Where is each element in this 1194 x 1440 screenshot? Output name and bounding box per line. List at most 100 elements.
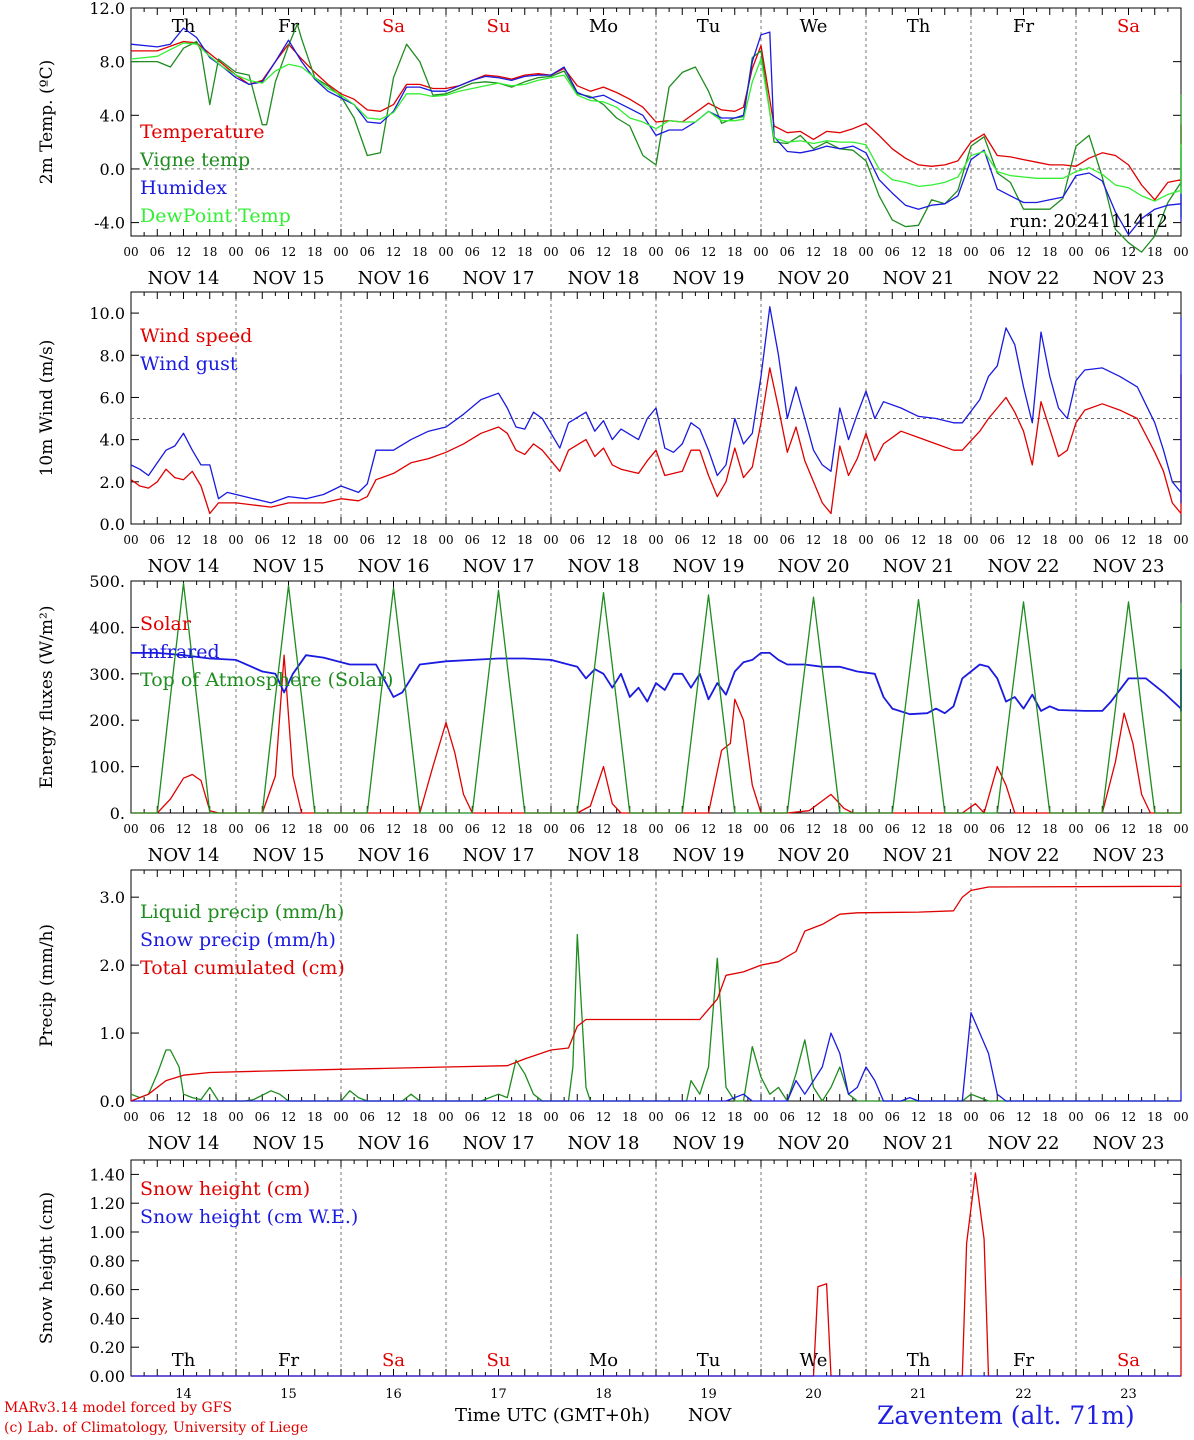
x-hour-label: 18 [727,1110,742,1124]
y-tick-label: 3.0 [100,888,125,907]
y-tick-label: 1.00 [89,1223,125,1242]
x-hour-label: 00 [963,1110,978,1124]
x-hour-label: 06 [255,245,270,259]
x-hour-label: 18 [1042,1110,1057,1124]
legend-entry: Humidex [140,177,227,199]
x-hour-label: 18 [832,533,847,547]
day-name-label: Fr [1013,1350,1034,1371]
x-hour-label: 12 [386,245,401,259]
x-hour-label: 00 [1173,822,1188,836]
x-hour-label: 06 [570,533,585,547]
x-hour-label: 06 [255,533,270,547]
x-hour-label: 18 [202,533,217,547]
x-day-number: 17 [490,1387,507,1402]
x-date-label: NOV 17 [463,845,535,866]
x-hour-label: 18 [202,245,217,259]
x-hour-label: 00 [1173,1110,1188,1124]
x-hour-label: 06 [255,1110,270,1124]
x-hour-label: 12 [281,822,296,836]
x-hour-label: 12 [596,822,611,836]
x-hour-label: 12 [1016,245,1031,259]
series-line-top-of-atmosphere-solar- [131,582,1182,814]
x-date-label: NOV 22 [988,268,1060,289]
y-tick-label: 400. [89,618,125,637]
day-name-label: Su [487,1350,511,1371]
series-line-wind-gust [130,306,1182,504]
x-hour-label: 00 [228,1110,243,1124]
series-line-humidex [130,27,1182,236]
x-hour-label: 18 [1147,533,1162,547]
x-date-label: NOV 22 [988,1133,1060,1154]
legend-entry: Wind gust [140,353,238,375]
x-hour-label: 00 [858,245,873,259]
y-tick-label: 0.00 [89,1367,125,1386]
y-axis-label: Snow height (cm) [37,1192,57,1344]
x-hour-label: 00 [543,1110,558,1124]
x-hour-label: 00 [543,533,558,547]
x-hour-label: 12 [386,822,401,836]
x-date-label: NOV 22 [988,845,1060,866]
x-date-label: NOV 20 [778,268,850,289]
x-hour-label: 18 [412,822,427,836]
x-hour-label: 00 [753,822,768,836]
x-hour-label: 12 [1121,822,1136,836]
x-hour-label: 00 [438,533,453,547]
day-name-label: Sa [1117,1350,1140,1371]
x-hour-label: 18 [832,822,847,836]
x-hour-label: 18 [517,1110,532,1124]
y-tick-label: 300. [89,665,125,684]
x-hour-label: 18 [307,822,322,836]
x-hour-label: 12 [806,245,821,259]
x-hour-label: 12 [701,533,716,547]
x-hour-label: 12 [176,245,191,259]
y-tick-label: 12.0 [89,0,125,18]
x-date-label: NOV 20 [778,1133,850,1154]
x-hour-label: 00 [753,1110,768,1124]
x-hour-label: 12 [1121,533,1136,547]
x-hour-label: 00 [438,822,453,836]
x-hour-label: 18 [937,1110,952,1124]
day-name-label: Tu [697,16,721,37]
x-date-label: NOV 18 [568,556,640,577]
x-hour-label: 12 [596,245,611,259]
x-hour-label: 12 [911,245,926,259]
y-tick-label: -4.0 [94,214,125,233]
x-hour-label: 18 [727,533,742,547]
x-hour-label: 06 [150,533,165,547]
y-tick-label: 0.0 [100,1092,125,1111]
x-hour-label: 00 [123,1110,138,1124]
x-hour-label: 12 [806,1110,821,1124]
day-name-label: We [800,16,828,37]
day-name-label: Mo [589,1350,618,1371]
x-hour-label: 06 [1095,533,1110,547]
y-axis-label: 10m Wind (m/s) [37,340,57,477]
x-hour-label: 06 [675,1110,690,1124]
x-date-label: NOV 16 [358,845,430,866]
x-day-number: 15 [280,1387,297,1402]
snow-height-panel: 1.40 1.20 1.00 0.80 0.60 0.40 0.20 0.00 Snow hei… [37,1159,1182,1402]
x-date-label: NOV 19 [673,556,745,577]
x-hour-label: 06 [1095,1110,1110,1124]
x-hour-label: 06 [675,822,690,836]
x-hour-label: 12 [491,822,506,836]
y-tick-label: 0.40 [89,1309,125,1328]
x-date-label: NOV 16 [358,1133,430,1154]
x-date-label: NOV 14 [148,1133,220,1154]
legend-entry: Solar [140,613,192,635]
x-hour-label: 00 [753,533,768,547]
day-name-label: Fr [1013,16,1034,37]
y-axis-label: Energy fluxes (W/m²) [37,606,57,789]
x-hour-label: 12 [491,1110,506,1124]
x-hour-label: 06 [990,245,1005,259]
x-hour-label: 06 [990,533,1005,547]
y-tick-label: 2.0 [100,473,125,492]
x-hour-label: 06 [780,245,795,259]
x-hour-label: 00 [648,822,663,836]
series-line-snow-height-cm- [131,1172,1182,1377]
y-tick-label: 0.0 [100,515,125,534]
x-hour-label: 00 [648,245,663,259]
legend-entry: Infrared [140,641,220,663]
day-name-label: Th [907,16,931,37]
x-date-label: NOV 21 [883,845,955,866]
x-day-number: 16 [385,1387,402,1402]
